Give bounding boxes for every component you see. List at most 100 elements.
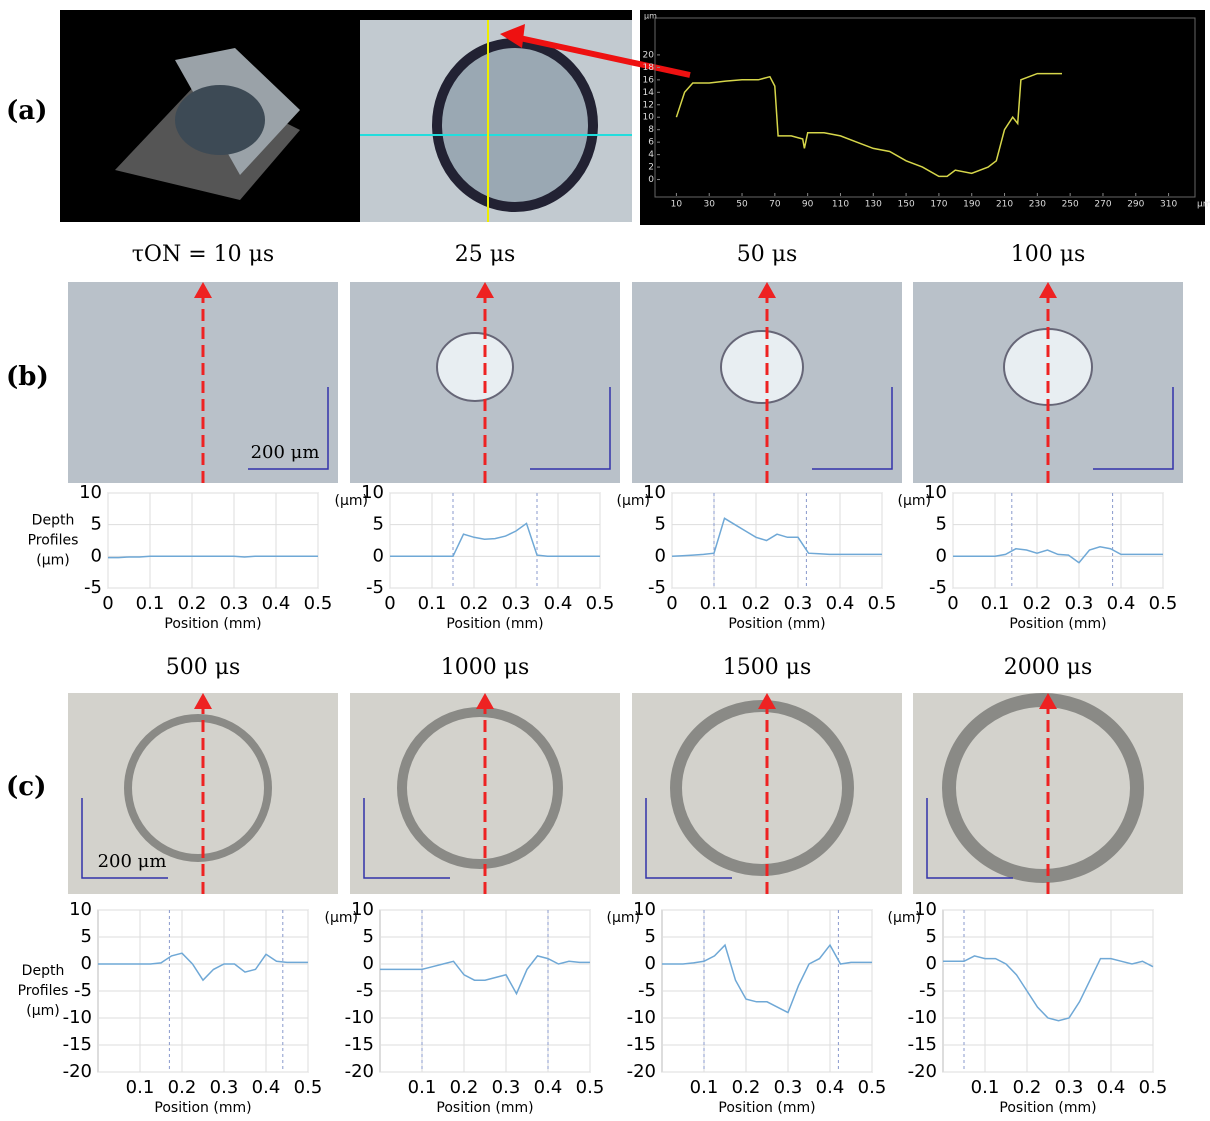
x-axis-label: Position (mm) bbox=[718, 1100, 815, 1116]
profile-line bbox=[953, 546, 1163, 564]
y-tick-label: -20 bbox=[908, 1061, 937, 1082]
y-tick-label: 5 bbox=[81, 926, 92, 947]
scale-bar bbox=[1093, 387, 1174, 470]
crater bbox=[436, 332, 514, 402]
y-tick-label: -5 bbox=[366, 577, 384, 598]
profile-line bbox=[98, 952, 308, 982]
x-tick-label: 0.3 bbox=[1055, 1077, 1084, 1098]
y-tick-label: -15 bbox=[627, 1034, 656, 1055]
y-tick-label: 0 bbox=[645, 953, 656, 974]
scale-bar bbox=[812, 387, 893, 470]
x-tick-label: 0 bbox=[947, 593, 958, 614]
y-tick-label: 12 bbox=[643, 100, 654, 110]
profile-line bbox=[108, 555, 318, 559]
x-tick-label: 0.2 bbox=[178, 593, 207, 614]
scale-bar-label: 200 μm bbox=[251, 442, 320, 463]
x-tick-label: 110 bbox=[832, 200, 849, 210]
crater bbox=[432, 38, 598, 212]
y-tick-label: 5 bbox=[936, 514, 947, 535]
y-tick-label: 18 bbox=[643, 63, 655, 73]
x-tick-label: 0.5 bbox=[858, 1077, 887, 1098]
chart: -20 -15 -10 -5 0 5 10 0.1 0.2 0.3 0.4 0.5 500 μs Posi… bbox=[18, 655, 323, 1116]
y-tick-label: 10 bbox=[643, 482, 666, 503]
y-tick-label: 5 bbox=[91, 514, 102, 535]
panel-label: (c) bbox=[6, 772, 46, 802]
x-tick-label: 290 bbox=[1127, 200, 1144, 210]
chart: -20 -15 -10 -5 0 5 10 0.1 0.2 0.3 0.4 0.5 1000 μs Pos… bbox=[325, 655, 605, 1116]
profile-line bbox=[675, 72, 1062, 178]
plot-frame bbox=[107, 492, 319, 589]
x-tick-label: 0.3 bbox=[220, 593, 249, 614]
x-tick-label: 0.2 bbox=[460, 593, 489, 614]
panel-label: (a) bbox=[6, 96, 47, 126]
x-tick-label: 0.3 bbox=[784, 593, 813, 614]
x-tick-label: 0 bbox=[384, 593, 395, 614]
x-tick-label: 0.5 bbox=[576, 1077, 605, 1098]
chart-title: 2000 μs bbox=[1004, 655, 1093, 680]
x-tick-label: 0.1 bbox=[971, 1077, 1000, 1098]
arrow-head bbox=[1039, 693, 1057, 709]
y-tick-label: 5 bbox=[655, 514, 666, 535]
y-tick-label: 10 bbox=[79, 482, 102, 503]
x-tick-label: 0.3 bbox=[210, 1077, 239, 1098]
y-tick-label: 10 bbox=[643, 113, 655, 123]
x-tick-label: 130 bbox=[865, 200, 882, 210]
plot-frame bbox=[671, 492, 883, 589]
y-tick-label: 0 bbox=[936, 545, 947, 566]
crater bbox=[720, 330, 804, 404]
y-tick-label: -5 bbox=[929, 577, 947, 598]
x-axis-label: Position (mm) bbox=[1009, 616, 1106, 632]
x-tick-label: 0.5 bbox=[294, 1077, 323, 1098]
y-unit: (μm) bbox=[898, 493, 931, 509]
y-unit: (μm) bbox=[607, 910, 640, 926]
chart-title: 50 μs bbox=[737, 242, 798, 267]
y-tick-label: -5 bbox=[638, 980, 656, 1001]
scale-bar bbox=[248, 387, 329, 470]
y-tick-label: 0 bbox=[91, 545, 102, 566]
y-tick-label: -10 bbox=[345, 1007, 374, 1028]
x-tick-label: 270 bbox=[1094, 200, 1111, 210]
profile-line bbox=[380, 955, 590, 996]
chart: -20 -15 -10 -5 0 5 10 0.1 0.2 0.3 0.4 0.5 2000 μs Pos… bbox=[888, 655, 1168, 1116]
y-tick-label: 10 bbox=[361, 482, 384, 503]
y-tick-label: 5 bbox=[926, 926, 937, 947]
scale-bar bbox=[926, 798, 1013, 879]
profile-line bbox=[671, 517, 882, 558]
x-tick-label: 30 bbox=[703, 200, 715, 210]
arrow bbox=[514, 34, 691, 78]
x-tick-label: 0.4 bbox=[534, 1077, 563, 1098]
chart-title: 1500 μs bbox=[723, 655, 812, 680]
y-tick-label: -15 bbox=[63, 1034, 92, 1055]
y-axis-label: Depth bbox=[32, 513, 75, 529]
y-unit: (μm) bbox=[617, 493, 650, 509]
scale-bar bbox=[81, 798, 168, 879]
profile-line bbox=[943, 955, 1154, 1022]
y-tick-label: -10 bbox=[627, 1007, 656, 1028]
x-tick-label: 310 bbox=[1160, 200, 1177, 210]
scale-bar-label: 200 μm bbox=[98, 851, 167, 872]
bar bbox=[360, 10, 632, 20]
x-tick-label: 0.1 bbox=[418, 593, 447, 614]
x-tick-label: 0.5 bbox=[1139, 1077, 1168, 1098]
chart-title: 500 μs bbox=[166, 655, 241, 680]
x-tick-label: 0.5 bbox=[868, 593, 897, 614]
y-tick-label: 10 bbox=[924, 482, 947, 503]
x-tick-label: 0.4 bbox=[826, 593, 855, 614]
x-tick-label: 210 bbox=[996, 200, 1013, 210]
y-tick-label: 16 bbox=[643, 75, 655, 85]
y-tick-label: 10 bbox=[351, 899, 374, 920]
scale-bar bbox=[363, 798, 450, 879]
y-tick-label: 10 bbox=[914, 899, 937, 920]
x-axis-label: Position (mm) bbox=[728, 616, 825, 632]
x-axis-label: Position (mm) bbox=[446, 616, 543, 632]
y-tick-label: -5 bbox=[74, 980, 92, 1001]
arrow-head bbox=[758, 693, 776, 709]
y-tick-label: -15 bbox=[345, 1034, 374, 1055]
y-tick-label: -5 bbox=[84, 577, 102, 598]
x-tick-label: 0 bbox=[666, 593, 677, 614]
y-tick-label: 0 bbox=[926, 953, 937, 974]
chart-title: 1000 μs bbox=[441, 655, 530, 680]
profile-line bbox=[390, 522, 600, 558]
